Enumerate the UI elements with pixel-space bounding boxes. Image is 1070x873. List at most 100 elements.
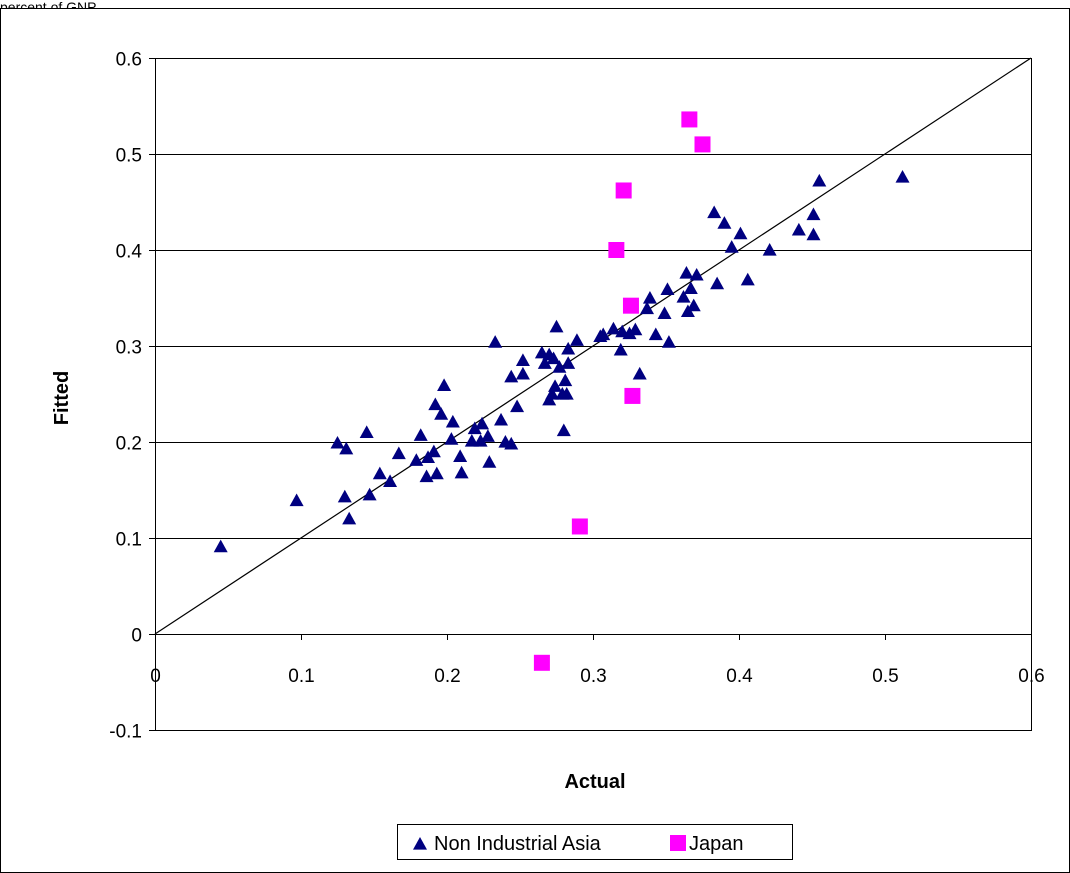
data-point-non-industrial-asia: [337, 489, 352, 503]
x-tick-label: 0: [150, 666, 161, 687]
data-point-non-industrial-asia: [372, 466, 387, 480]
y-tick-label: -0.1: [109, 722, 142, 743]
data-point-non-industrial-asia: [213, 539, 228, 553]
data-point-non-industrial-asia: [642, 291, 657, 304]
data-point-non-industrial-asia: [482, 455, 497, 468]
data-point-non-industrial-asia: [762, 243, 777, 256]
data-point-non-industrial-asia: [515, 366, 530, 380]
data-point-non-industrial-asia: [806, 207, 821, 221]
data-point-japan: [622, 297, 639, 314]
legend-label-non-industrial-asia: Non Industrial Asia: [434, 833, 602, 855]
data-point-non-industrial-asia: [791, 222, 806, 236]
data-point-non-industrial-asia: [445, 414, 460, 428]
data-point-non-industrial-asia: [895, 170, 910, 183]
data-point-non-industrial-asia: [724, 240, 739, 253]
data-point-non-industrial-asia: [504, 436, 519, 450]
data-point-non-industrial-asia: [437, 378, 452, 391]
data-point-non-industrial-asia: [628, 322, 643, 336]
data-point-non-industrial-asia: [559, 387, 574, 400]
data-point-non-industrial-asia: [648, 327, 663, 341]
data-point-non-industrial-asia: [561, 341, 576, 355]
data-point-non-industrial-asia: [488, 335, 503, 348]
data-point-non-industrial-asia: [359, 425, 374, 438]
legend-label-japan: Japan: [689, 833, 744, 855]
legend-box: [397, 824, 793, 860]
data-point-non-industrial-asia: [558, 373, 573, 387]
data-point-japan: [571, 518, 588, 535]
x-tick-label: 0.6: [1018, 666, 1044, 687]
data-point-non-industrial-asia: [444, 432, 459, 445]
data-point-non-industrial-asia: [569, 333, 584, 346]
plot-area: [155, 58, 1032, 731]
x-tick-label: 0.5: [872, 666, 898, 687]
legend-marker-non-industrial-asia: [413, 837, 427, 850]
data-point-non-industrial-asia: [676, 290, 691, 303]
data-point-non-industrial-asia: [683, 281, 698, 294]
data-point-non-industrial-asia: [289, 493, 304, 507]
data-point-non-industrial-asia: [464, 434, 479, 447]
data-point-non-industrial-asia: [661, 335, 676, 348]
data-point-non-industrial-asia: [434, 407, 449, 420]
data-point-non-industrial-asia: [454, 465, 469, 479]
data-point-non-industrial-asia: [622, 326, 637, 340]
data-point-non-industrial-asia: [409, 453, 424, 466]
y-tick-label: 0: [131, 626, 142, 647]
y-tick-label: 0.3: [116, 338, 142, 359]
data-point-non-industrial-asia: [689, 267, 704, 281]
reference-line-group: [154, 57, 1032, 635]
y-axis-title: Fitted: [51, 371, 73, 425]
data-point-non-industrial-asia: [606, 321, 621, 335]
data-point-non-industrial-asia: [733, 226, 748, 240]
x-tick-label: 0.4: [726, 666, 753, 687]
data-point-non-industrial-asia: [545, 387, 560, 400]
data-point-japan: [533, 654, 550, 671]
x-axis-title: Actual: [564, 771, 625, 793]
data-point-non-industrial-asia: [467, 421, 482, 435]
data-point-non-industrial-asia: [707, 205, 722, 219]
data-point-non-industrial-asia: [710, 276, 725, 290]
data-point-non-industrial-asia: [548, 379, 563, 392]
data-point-non-industrial-asia: [640, 301, 655, 315]
data-point-non-industrial-asia: [740, 272, 755, 286]
x-axis-ticks: 0 0.1 0.2 0.3 0.4 0.5 0.6: [150, 634, 1045, 687]
data-point-non-industrial-asia: [657, 306, 672, 319]
y-tick-label: 0.2: [116, 434, 142, 455]
data-point-non-industrial-asia: [453, 449, 468, 462]
y-tick-label: 0.1: [116, 530, 142, 551]
data-points: [213, 111, 910, 671]
data-point-japan: [608, 242, 625, 258]
data-point-japan: [694, 136, 711, 153]
data-point-non-industrial-asia: [632, 366, 647, 380]
data-point-non-industrial-asia: [613, 342, 628, 356]
data-point-non-industrial-asia: [806, 227, 821, 241]
data-point-non-industrial-asia: [660, 282, 675, 295]
data-point-non-industrial-asia: [556, 423, 571, 437]
data-point-non-industrial-asia: [494, 412, 509, 426]
data-point-non-industrial-asia: [537, 356, 552, 369]
y-tick-label: 0.6: [116, 50, 142, 71]
reference-line: [154, 57, 1032, 635]
data-point-non-industrial-asia: [679, 266, 694, 279]
data-point-japan: [624, 387, 641, 404]
legend: Non Industrial Asia Japan: [397, 824, 793, 860]
data-point-non-industrial-asia: [428, 397, 443, 411]
data-point-non-industrial-asia: [342, 511, 357, 525]
x-tick-label: 0.2: [434, 666, 460, 687]
data-point-non-industrial-asia: [686, 298, 701, 312]
data-point-non-industrial-asia: [596, 327, 611, 341]
data-point-non-industrial-asia: [339, 441, 354, 455]
data-point-non-industrial-asia: [429, 466, 444, 480]
data-point-non-industrial-asia: [383, 474, 398, 487]
data-point-non-industrial-asia: [546, 351, 561, 365]
data-point-non-industrial-asia: [552, 360, 567, 373]
data-point-japan: [681, 111, 698, 128]
data-point-non-industrial-asia: [812, 173, 827, 187]
legend-marker-japan: [670, 835, 686, 851]
data-point-non-industrial-asia: [510, 399, 525, 413]
data-point-non-industrial-asia: [515, 353, 530, 366]
data-point-non-industrial-asia: [330, 435, 345, 449]
x-tick-label: 0.1: [288, 666, 314, 687]
data-point-non-industrial-asia: [717, 216, 732, 229]
data-point-japan: [615, 182, 632, 199]
data-point-non-industrial-asia: [549, 319, 564, 333]
